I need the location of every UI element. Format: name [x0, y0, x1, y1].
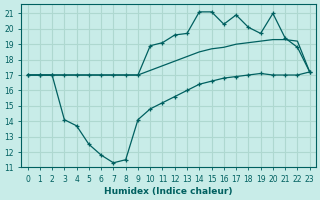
X-axis label: Humidex (Indice chaleur): Humidex (Indice chaleur) — [104, 187, 233, 196]
